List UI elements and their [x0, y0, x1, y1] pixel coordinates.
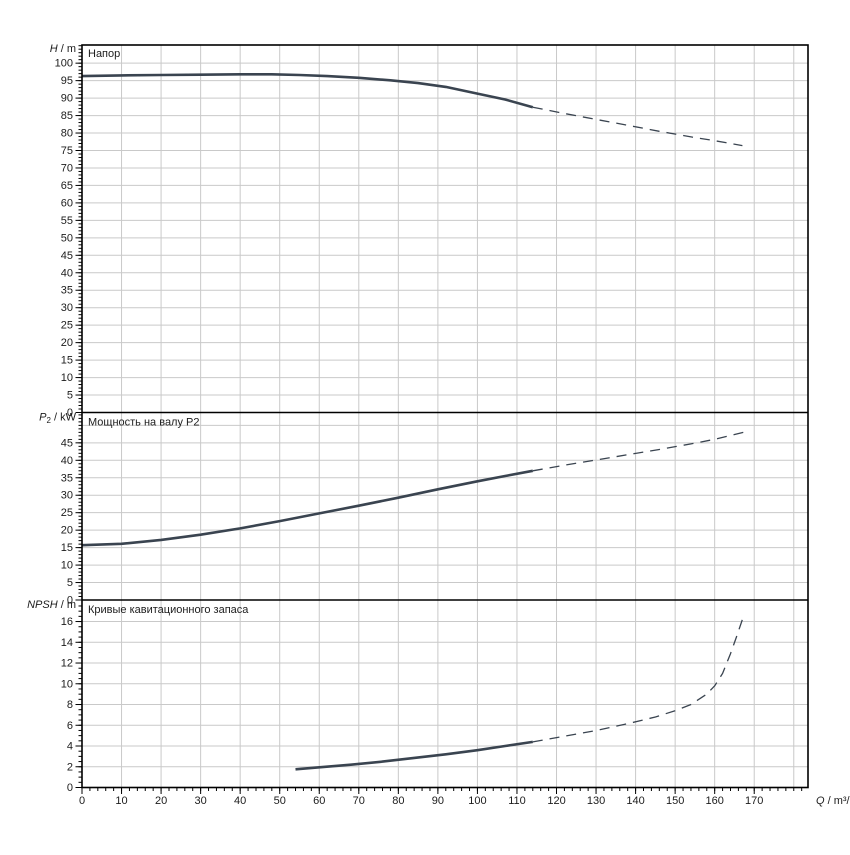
- y-tick-label: 8: [67, 699, 73, 711]
- x-tick-label: 110: [508, 795, 526, 807]
- y-tick-label: 12: [61, 658, 73, 670]
- x-axis-title: Q / m³/h: [816, 795, 850, 807]
- y-axis-title-npsh: NPSH / m: [27, 599, 76, 611]
- y-tick-label: 0: [67, 407, 73, 419]
- y-tick-label: 15: [61, 355, 73, 367]
- y-tick-label: 14: [61, 637, 73, 649]
- y-tick-label: 20: [61, 525, 73, 537]
- x-tick-label: 80: [392, 795, 404, 807]
- y-tick-label: 50: [61, 232, 73, 244]
- y-tick-label: 35: [61, 285, 73, 297]
- y-tick-label: 30: [61, 302, 73, 314]
- x-tick-label: 60: [313, 795, 325, 807]
- y-tick-label: 65: [61, 180, 73, 192]
- x-tick-label: 90: [432, 795, 444, 807]
- y-tick-label: 25: [61, 320, 73, 332]
- y-tick-label: 5: [67, 390, 73, 402]
- head-curve-dashed: [532, 106, 743, 147]
- y-tick-label: 90: [61, 93, 73, 105]
- y-tick-label: 60: [61, 197, 73, 209]
- y-tick-label: 30: [61, 490, 73, 502]
- y-tick-label: 6: [67, 720, 73, 732]
- panel-title-npsh: Кривые кавитационного запаса: [88, 604, 249, 616]
- y-tick-label: 0: [67, 782, 73, 794]
- x-tick-label: 140: [626, 795, 644, 807]
- y-tick-label: 10: [61, 678, 73, 690]
- x-tick-label: 30: [195, 795, 207, 807]
- y-tick-label: 70: [61, 162, 73, 174]
- y-tick-label: 55: [61, 215, 73, 227]
- y-axis-title-power: P2 / kW: [39, 412, 76, 426]
- y-tick-label: 4: [67, 741, 73, 753]
- x-tick-label: 150: [666, 795, 684, 807]
- y-tick-label: 10: [61, 372, 73, 384]
- x-tick-label: 0: [79, 795, 85, 807]
- y-tick-label: 10: [61, 560, 73, 572]
- y-tick-label: 20: [61, 337, 73, 349]
- y-tick-label: 35: [61, 472, 73, 484]
- x-tick-label: 170: [745, 795, 763, 807]
- x-tick-label: 70: [353, 795, 365, 807]
- head-curve-solid: [81, 73, 534, 109]
- y-tick-label: 40: [61, 455, 73, 467]
- y-tick-label: 40: [61, 267, 73, 279]
- y-tick-label: 45: [61, 437, 73, 449]
- y-tick-label: 2: [67, 761, 73, 773]
- y-tick-label: 45: [61, 250, 73, 262]
- y-tick-label: 15: [61, 542, 73, 554]
- panel-title-head: Напор: [88, 48, 120, 60]
- y-tick-label: 75: [61, 145, 73, 157]
- y-tick-label: 95: [61, 75, 73, 87]
- x-tick-label: 40: [234, 795, 246, 807]
- power-curve-solid: [81, 469, 534, 547]
- x-tick-label: 100: [468, 795, 486, 807]
- x-tick-label: 160: [706, 795, 724, 807]
- x-tick-label: 130: [587, 795, 605, 807]
- power-curve-dashed: [532, 431, 747, 472]
- plot-border: [81, 44, 809, 789]
- npsh-curve-solid: [295, 740, 533, 771]
- y-tick-label: 25: [61, 507, 73, 519]
- x-tick-label: 120: [547, 795, 565, 807]
- y-tick-label: 5: [67, 577, 73, 589]
- panel-title-power: Мощность на валу P2: [88, 417, 200, 429]
- y-tick-label: 16: [61, 616, 73, 628]
- y-axis-title-head: H / m: [50, 43, 76, 55]
- y-tick-label: 85: [61, 110, 73, 122]
- x-tick-label: 50: [274, 795, 286, 807]
- y-tick-label: 80: [61, 128, 73, 140]
- y-tick-label: 100: [55, 58, 73, 70]
- npsh-curve-dashed: [532, 619, 744, 743]
- x-tick-label: 20: [155, 795, 167, 807]
- y-tick-label: 0: [67, 595, 73, 607]
- x-tick-label: 10: [115, 795, 127, 807]
